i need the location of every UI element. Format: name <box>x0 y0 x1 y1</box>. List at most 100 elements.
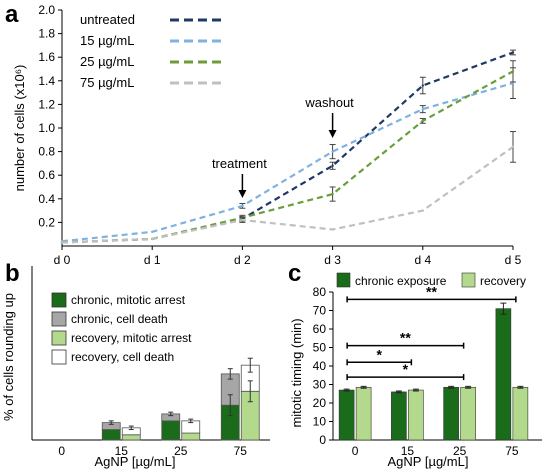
panel-b-legend-label: recovery, cell death <box>71 350 174 364</box>
panel-c-y-tick-label: 30 <box>313 378 327 392</box>
panel-a-data-point <box>511 145 515 149</box>
panel-c-bar <box>391 391 407 441</box>
panel-c-x-tick-label: 25 <box>453 444 467 458</box>
panel-a-data-point <box>331 192 334 196</box>
panel-a-data-point <box>60 241 64 244</box>
panel-a-data-point <box>421 119 424 123</box>
panel-a-annotations: treatment washout <box>212 95 354 198</box>
panel-a-treatment-arrowhead <box>238 190 247 198</box>
panel-c-bar <box>355 386 372 441</box>
panel-b-legend-label: recovery, mitotic arrest <box>71 331 192 345</box>
panel-b-legend-label: chronic, cell death <box>71 312 168 326</box>
panel-a-data-point <box>511 70 515 73</box>
panel-c-y-tick-label: 20 <box>313 396 327 410</box>
panel-c-significance-label: ** <box>426 283 437 299</box>
panel-a-ticks: 0.2 0.4 0.6 0.8 1.0 1.2 1.4 1.6 1.8 2.0 d 0 d 1 d 2 d… <box>38 3 521 267</box>
panel-c-significance-label: ** <box>400 330 411 346</box>
panel-a-data-point <box>511 81 515 85</box>
panel-a-data-point <box>241 204 244 208</box>
panel-a-data-point <box>511 51 515 54</box>
panel-b-legend-swatch <box>51 330 67 346</box>
panel-a-washout-arrowhead <box>328 130 337 138</box>
panel-b-bar-segment <box>181 432 201 441</box>
panel-a-legend-label: 25 µg/mL <box>80 54 134 69</box>
panel-a-x-tick-label: d 5 <box>505 253 522 267</box>
panel-c-legend-label: recovery <box>480 274 526 288</box>
panel-b-bars <box>101 357 260 441</box>
panel-c-legend: chronic exposure recovery <box>336 272 526 288</box>
panel-a-y-tick-label: 0.8 <box>38 145 55 159</box>
panel-a-x-tick-label: d 1 <box>144 253 161 267</box>
panel-a-washout-label: washout <box>304 95 354 110</box>
panel-c-x-tick-label: 0 <box>352 444 359 458</box>
panel-a: a 0.2 0.4 0.6 0.8 1.0 1.2 1.4 1.6 1.8 2.0 d 0 d 1 d … <box>5 1 522 267</box>
panel-c-letter: c <box>288 260 301 287</box>
panel-b-legend: chronic, mitotic arrest chronic, cell dea… <box>51 292 192 365</box>
panel-a-x-tick-label: d 3 <box>324 253 341 267</box>
panel-b-bar-segment <box>161 420 181 441</box>
panel-c-significance-label: * <box>403 361 409 377</box>
panel-c-bar <box>408 389 424 441</box>
panel-a-data-point <box>241 218 244 222</box>
panel-a-series-line <box>61 82 514 243</box>
panel-b-bar-segment <box>101 429 121 441</box>
panel-b-x-tick-label: 15 <box>115 444 129 458</box>
panel-b-legend-swatch <box>51 292 67 308</box>
panel-b-x-tick-label: 0 <box>58 444 65 458</box>
panel-a-y-axis-label: number of cells (x10⁶) <box>12 65 27 192</box>
panel-b-bar-segment <box>121 434 141 441</box>
panel-c-y-tick-label: 60 <box>313 322 327 336</box>
panel-a-y-tick-label: 1.4 <box>38 74 55 88</box>
panel-c-significance: ****** <box>346 283 517 381</box>
panel-c-bar <box>443 386 459 441</box>
panel-c-bar <box>338 389 355 441</box>
panel-a-y-tick-label: 0.6 <box>38 168 55 182</box>
panel-c-bar <box>512 386 529 441</box>
panel-c-x-tick-label: 75 <box>505 444 519 458</box>
panel-a-legend-label: 75 µg/mL <box>80 75 134 90</box>
panel-c-y-tick-label: 70 <box>313 304 327 318</box>
panel-a-y-tick-label: 1.2 <box>38 97 55 111</box>
panel-c-y-tick-label: 80 <box>313 285 327 299</box>
panel-c-y-tick-label: 40 <box>313 359 327 373</box>
panel-c-x-tick-label: 15 <box>401 444 415 458</box>
panel-c-axes: 0 10 20 30 40 50 60 70 80 0 15 25 75 <box>313 285 542 458</box>
panel-a-data-point <box>151 230 154 234</box>
panel-b-y-axis-label: % of cells rounding up <box>1 293 16 421</box>
panel-c-y-axis-label: mitotic timing (min) <box>289 318 304 427</box>
panel-a-y-tick-label: 1.6 <box>38 50 55 64</box>
panel-b-x-axis-label: AgNP [µg/mL] <box>95 454 176 469</box>
panel-a-x-tick-label: d 2 <box>234 253 251 267</box>
panel-a-data-point <box>421 209 424 212</box>
panel-b-letter: b <box>5 260 20 287</box>
panel-a-series <box>60 49 516 244</box>
panel-c-legend-swatch <box>336 272 351 288</box>
panel-a-legend: untreated 15 µg/mL 25 µg/mL 75 µg/mL <box>80 12 222 90</box>
panel-c-bar <box>460 386 476 441</box>
panel-c-y-tick-label: 50 <box>313 341 327 355</box>
panel-a-data-point <box>421 107 424 111</box>
panel-a-data-point <box>421 84 424 87</box>
panel-a-data-point <box>151 237 154 241</box>
panel-c-bars <box>338 302 529 441</box>
panel-b-legend-swatch <box>51 349 67 365</box>
panel-a-series-line <box>61 70 514 244</box>
panel-a-treatment-label: treatment <box>212 156 267 171</box>
panel-a-y-tick-label: 2.0 <box>38 3 55 17</box>
panel-a-legend-label: untreated <box>80 12 135 27</box>
panel-b: b 0 15 25 75 chronic, mitotic arrestchronic… <box>1 260 270 469</box>
panel-b-legend-swatch <box>51 311 67 327</box>
panel-a-y-tick-label: 0.2 <box>38 215 55 229</box>
panel-c-significance-label: * <box>377 346 383 362</box>
panel-a-series-line <box>61 145 514 244</box>
panel-c-bar <box>495 308 512 441</box>
panel-a-legend-label: 15 µg/mL <box>80 33 134 48</box>
panel-a-data-point <box>331 228 334 231</box>
panel-a-data-point <box>331 164 334 167</box>
panel-b-legend-label: chronic, mitotic arrest <box>71 293 186 307</box>
panel-a-y-tick-label: 0.4 <box>38 192 55 206</box>
panel-c-y-tick-label: 0 <box>319 433 326 447</box>
panel-a-y-tick-label: 1.8 <box>38 27 55 41</box>
